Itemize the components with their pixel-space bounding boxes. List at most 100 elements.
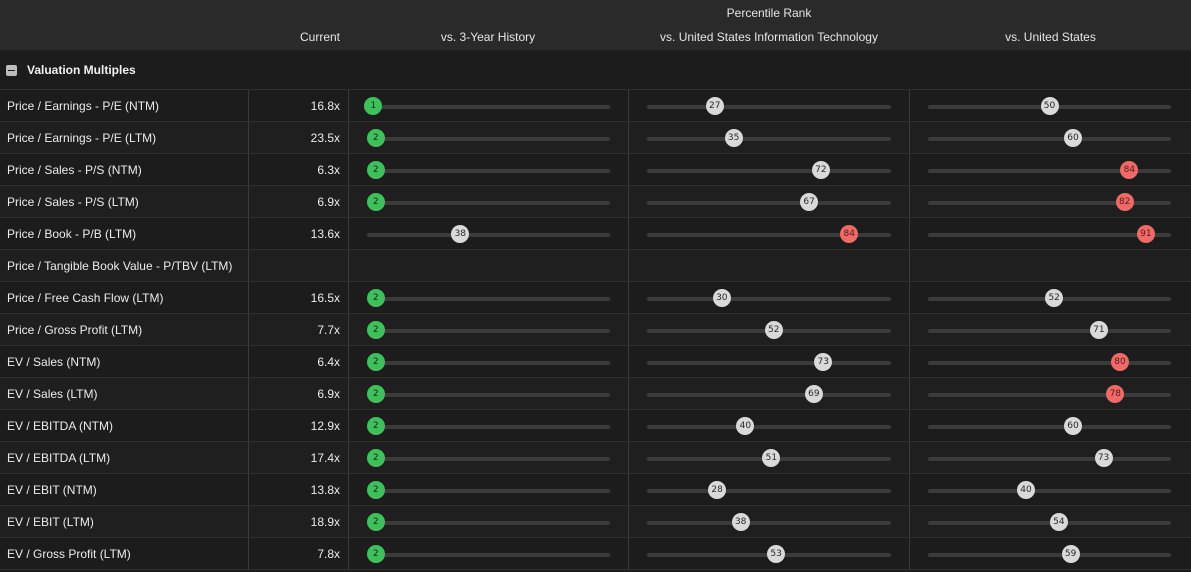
- table-row[interactable]: Price / Book - P/B (LTM) 13.6x 38 84 91: [0, 218, 1191, 250]
- history-percentile-marker[interactable]: 1: [364, 97, 383, 115]
- country-percentile-marker[interactable]: 52: [1045, 289, 1064, 307]
- current-value: 16.5x: [310, 291, 340, 305]
- current-value: 16.8x: [310, 99, 340, 113]
- column-divider: [348, 186, 349, 217]
- country-percentile-marker[interactable]: 73: [1094, 449, 1113, 467]
- table-row[interactable]: EV / EBIT (NTM) 13.8x 2 28 40: [0, 474, 1191, 506]
- country-percentile-track: [928, 425, 1171, 429]
- column-divider: [248, 474, 249, 505]
- sector-percentile-marker[interactable]: 35: [724, 129, 743, 147]
- history-percentile-track: [367, 489, 610, 493]
- table-row[interactable]: EV / EBITDA (LTM) 17.4x 2 51 73: [0, 442, 1191, 474]
- column-divider: [909, 186, 910, 217]
- table-row[interactable]: Price / Tangible Book Value - P/TBV (LTM…: [0, 250, 1191, 282]
- country-percentile-marker[interactable]: 80: [1111, 353, 1129, 371]
- column-divider: [628, 442, 629, 473]
- current-value: 17.4x: [310, 451, 340, 465]
- sector-percentile-marker[interactable]: 40: [736, 417, 755, 435]
- country-percentile-marker[interactable]: 59: [1061, 545, 1080, 563]
- country-percentile-marker[interactable]: 91: [1136, 225, 1155, 243]
- country-percentile-marker[interactable]: 84: [1120, 161, 1139, 179]
- history-percentile-marker[interactable]: 2: [366, 161, 385, 179]
- sector-percentile-track: [647, 233, 891, 237]
- country-column-header[interactable]: vs. United States: [1005, 30, 1096, 44]
- history-percentile-marker[interactable]: 2: [366, 193, 385, 211]
- history-percentile-marker[interactable]: 2: [366, 545, 385, 563]
- column-divider: [348, 250, 349, 281]
- table-row[interactable]: EV / EBITDA (NTM) 12.9x 2 40 60: [0, 410, 1191, 442]
- history-percentile-marker[interactable]: 2: [366, 513, 385, 531]
- current-value: 13.6x: [310, 227, 340, 241]
- table-row[interactable]: Price / Earnings - P/E (LTM) 23.5x 2 35 60: [0, 122, 1191, 154]
- current-value: 23.5x: [310, 131, 340, 145]
- column-divider: [909, 442, 910, 473]
- column-divider: [909, 218, 910, 249]
- sector-percentile-marker[interactable]: 51: [762, 449, 781, 467]
- sector-percentile-track: [647, 201, 891, 205]
- country-percentile-marker[interactable]: 40: [1017, 481, 1035, 499]
- country-percentile-track: [928, 393, 1171, 397]
- history-percentile-marker[interactable]: 2: [366, 385, 385, 403]
- row-label: Price / Book - P/B (LTM): [7, 227, 137, 241]
- sector-percentile-marker[interactable]: 72: [811, 161, 830, 179]
- sector-percentile-marker[interactable]: 73: [814, 353, 833, 371]
- sector-percentile-marker[interactable]: 38: [731, 513, 750, 531]
- table-row[interactable]: EV / Sales (NTM) 6.4x 2 73 80: [0, 346, 1191, 378]
- history-percentile-marker[interactable]: 2: [366, 289, 385, 307]
- history-percentile-marker[interactable]: 2: [366, 417, 385, 435]
- country-percentile-marker[interactable]: 54: [1049, 513, 1068, 531]
- current-value: 6.4x: [317, 355, 340, 369]
- column-divider: [248, 442, 249, 473]
- table-row[interactable]: Price / Free Cash Flow (LTM) 16.5x 2 30 52: [0, 282, 1191, 314]
- sector-percentile-marker[interactable]: 30: [712, 289, 731, 307]
- section-valuation-multiples[interactable]: Valuation Multiples: [0, 50, 1191, 90]
- table-row[interactable]: EV / Gross Profit (LTM) 7.8x 2 53 59: [0, 538, 1191, 570]
- row-label: EV / EBIT (LTM): [7, 515, 94, 529]
- table-row[interactable]: Price / Sales - P/S (LTM) 6.9x 2 67 82: [0, 186, 1191, 218]
- country-percentile-marker[interactable]: 60: [1064, 417, 1082, 435]
- country-percentile-marker[interactable]: 71: [1089, 321, 1108, 339]
- history-percentile-track: [367, 169, 610, 173]
- column-divider: [909, 250, 910, 281]
- history-percentile-marker[interactable]: 2: [366, 353, 385, 371]
- history-percentile-marker[interactable]: 2: [366, 481, 385, 499]
- column-divider: [248, 122, 249, 153]
- section-title: Valuation Multiples: [27, 63, 136, 77]
- country-percentile-track: [928, 457, 1171, 461]
- country-percentile-marker[interactable]: 50: [1040, 97, 1059, 115]
- table-row[interactable]: EV / EBIT (LTM) 18.9x 2 38 54: [0, 506, 1191, 538]
- history-percentile-marker[interactable]: 2: [366, 129, 385, 147]
- sector-percentile-marker[interactable]: 53: [767, 545, 786, 563]
- history-percentile-track: [367, 105, 610, 109]
- row-label: Price / Sales - P/S (NTM): [7, 163, 142, 177]
- history-percentile-marker[interactable]: 38: [451, 225, 470, 243]
- country-percentile-marker[interactable]: 82: [1115, 193, 1134, 211]
- column-divider: [248, 282, 249, 313]
- column-divider: [248, 506, 249, 537]
- country-percentile-track: [928, 489, 1171, 493]
- sector-percentile-marker[interactable]: 52: [764, 321, 783, 339]
- sector-percentile-marker[interactable]: 84: [840, 225, 859, 243]
- table-row[interactable]: Price / Earnings - P/E (NTM) 16.8x 1 27 50: [0, 90, 1191, 122]
- history-percentile-marker[interactable]: 2: [366, 321, 385, 339]
- country-percentile-track: [928, 553, 1171, 557]
- country-percentile-marker[interactable]: 78: [1106, 385, 1125, 403]
- country-percentile-marker[interactable]: 60: [1064, 129, 1082, 147]
- sector-column-header[interactable]: vs. United States Information Technology: [660, 30, 878, 44]
- collapse-icon[interactable]: [6, 65, 17, 76]
- current-column-header[interactable]: Current: [299, 30, 340, 44]
- history-column-header[interactable]: vs. 3-Year History: [440, 30, 536, 44]
- sector-percentile-marker[interactable]: 28: [708, 481, 727, 499]
- table-row[interactable]: Price / Sales - P/S (NTM) 6.3x 2 72 84: [0, 154, 1191, 186]
- table-row[interactable]: Price / Gross Profit (LTM) 7.7x 2 52 71: [0, 314, 1191, 346]
- sector-percentile-marker[interactable]: 69: [804, 385, 823, 403]
- current-value: 13.8x: [310, 483, 340, 497]
- sector-percentile-marker[interactable]: 67: [800, 193, 819, 211]
- history-percentile-marker[interactable]: 2: [366, 449, 385, 467]
- table-body: Price / Earnings - P/E (NTM) 16.8x 1 27 50 Pr…: [0, 90, 1191, 570]
- percentile-rank-header: Percentile Rank: [726, 6, 812, 20]
- table-row[interactable]: EV / Sales (LTM) 6.9x 2 69 78: [0, 378, 1191, 410]
- sector-percentile-track: [647, 105, 891, 109]
- column-divider: [909, 346, 910, 377]
- sector-percentile-marker[interactable]: 27: [705, 97, 724, 115]
